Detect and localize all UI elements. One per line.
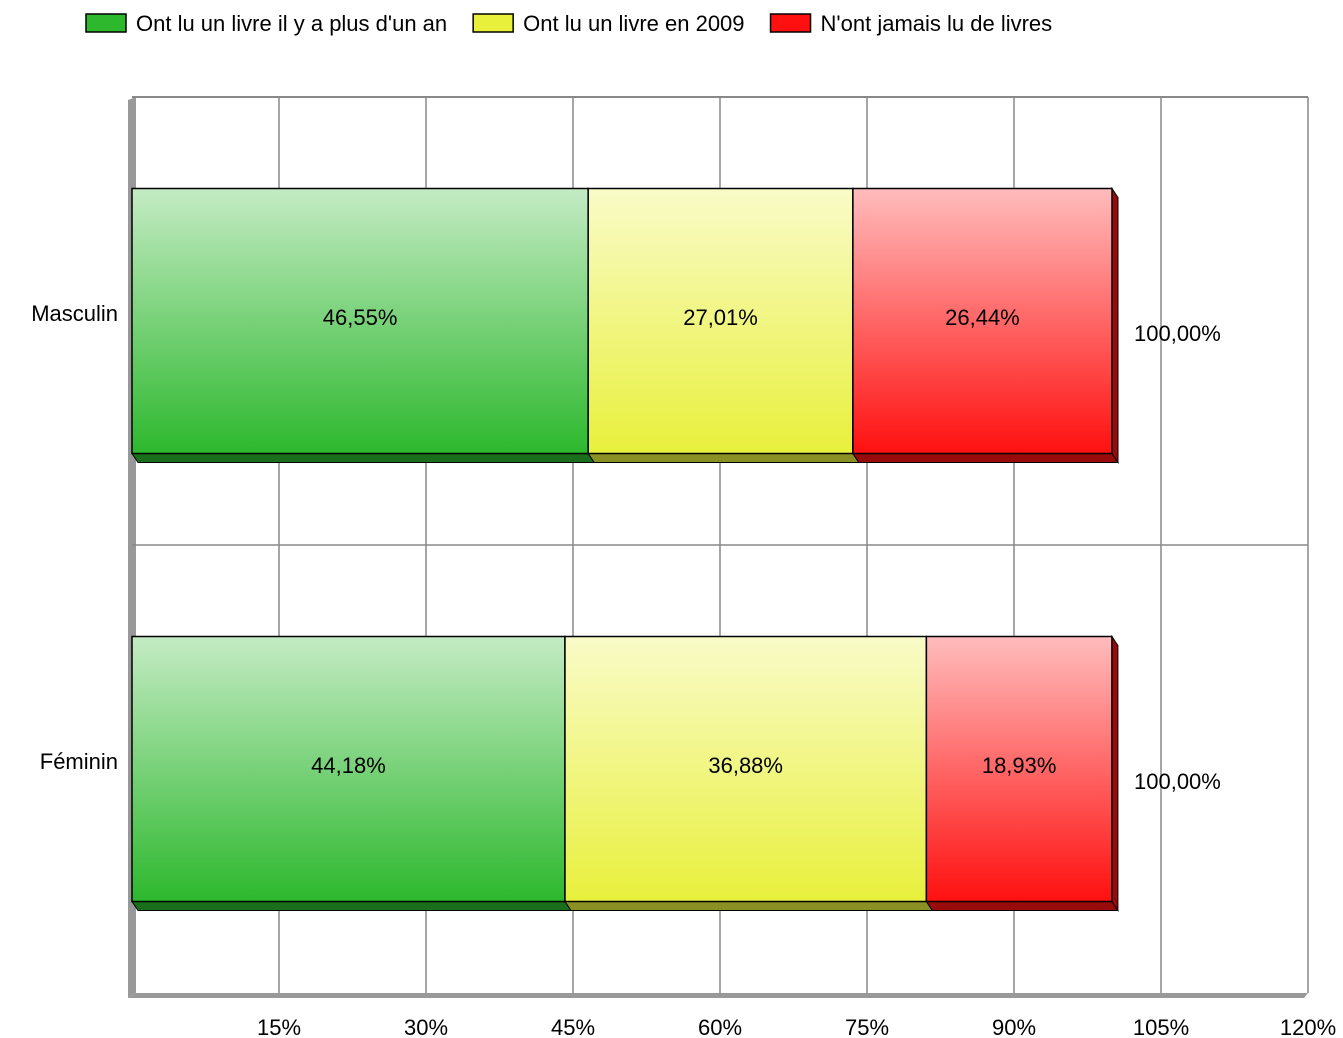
bar bbox=[925, 635, 1113, 903]
bar-depth bbox=[925, 901, 1119, 911]
legend-swatch bbox=[85, 13, 127, 33]
x-tick-label: 90% bbox=[992, 1015, 1036, 1038]
bar-depth bbox=[131, 453, 596, 463]
value-label: 46,55% bbox=[323, 305, 398, 330]
axis-floor bbox=[128, 993, 1308, 998]
value-label: 26,44% bbox=[945, 305, 1020, 330]
x-tick-label: 15% bbox=[257, 1015, 301, 1038]
total-label: 100,00% bbox=[1134, 769, 1221, 794]
category-label: Féminin bbox=[40, 749, 118, 774]
bar bbox=[131, 187, 589, 455]
x-tick-label: 75% bbox=[845, 1015, 889, 1038]
value-label: 36,88% bbox=[708, 753, 783, 778]
x-tick-label: 30% bbox=[404, 1015, 448, 1038]
bar-depth bbox=[851, 453, 1119, 463]
legend-label: N'ont jamais lu de livres bbox=[821, 11, 1053, 36]
x-tick-label: 120% bbox=[1280, 1015, 1336, 1038]
category-label: Masculin bbox=[31, 301, 118, 326]
bar bbox=[587, 187, 854, 455]
bar-side bbox=[1111, 634, 1119, 913]
bar bbox=[131, 635, 566, 903]
bar-depth bbox=[131, 901, 572, 911]
bar-side bbox=[1111, 186, 1119, 465]
bar-depth bbox=[564, 901, 934, 911]
value-label: 44,18% bbox=[311, 753, 386, 778]
legend-swatch bbox=[472, 13, 514, 33]
total-label: 100,00% bbox=[1134, 321, 1221, 346]
bar bbox=[852, 187, 1113, 455]
x-tick-label: 105% bbox=[1133, 1015, 1189, 1038]
value-label: 18,93% bbox=[982, 753, 1057, 778]
value-label: 27,01% bbox=[683, 305, 758, 330]
bar bbox=[564, 635, 928, 903]
legend-label: Ont lu un livre en 2009 bbox=[523, 11, 744, 36]
legend-swatch bbox=[769, 13, 812, 33]
bar-depth bbox=[587, 453, 860, 463]
x-tick-label: 60% bbox=[698, 1015, 742, 1038]
legend-label: Ont lu un livre il y a plus d'un an bbox=[136, 11, 447, 36]
x-tick-label: 45% bbox=[551, 1015, 595, 1038]
